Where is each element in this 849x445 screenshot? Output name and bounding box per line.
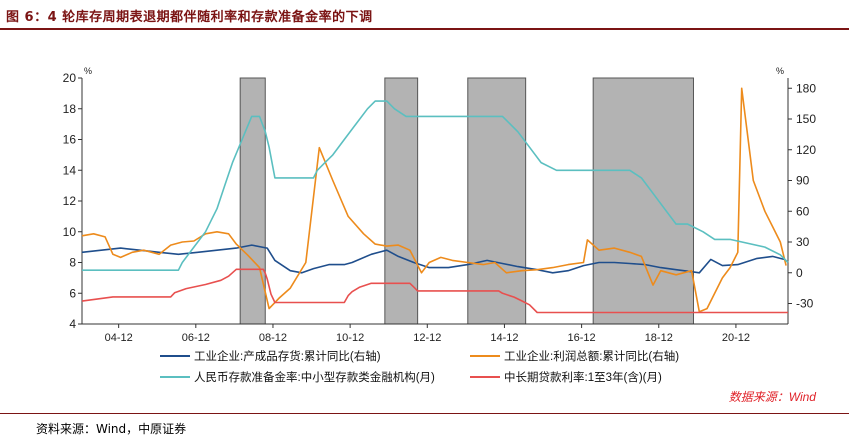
x-tick-label: 14-12 bbox=[490, 332, 518, 344]
left-tick-label: 16 bbox=[63, 133, 77, 147]
legend: 工业企业:产成品存货:累计同比(右轴) 工业企业:利润总额:累计同比(右轴) 人民币… bbox=[160, 349, 679, 384]
x-tick-label: 16-12 bbox=[568, 332, 596, 344]
right-axis-unit: % bbox=[776, 66, 784, 76]
legend-label: 人民币存款准备金率:中小型存款类金融机构(月) bbox=[194, 370, 435, 384]
footer-rule bbox=[0, 413, 849, 414]
legend-label: 中长期贷款利率:1至3年(含)(月) bbox=[504, 370, 662, 384]
left-tick-label: 18 bbox=[63, 102, 77, 116]
shaded-period-1 bbox=[239, 77, 266, 325]
source-watermark: 数据来源：Wind bbox=[729, 390, 817, 404]
figure-title: 图 6：4 轮库存周期表退期都伴随利率和存款准备金率的下调 bbox=[6, 10, 373, 25]
series-line-3 bbox=[82, 100, 789, 272]
left-tick-label: 12 bbox=[63, 194, 77, 208]
shaded-period-4 bbox=[592, 77, 694, 325]
series-line-2 bbox=[81, 87, 787, 313]
right-tick-label: 150 bbox=[796, 112, 816, 126]
left-tick-label: 6 bbox=[69, 286, 76, 300]
left-tick-label: 8 bbox=[69, 256, 76, 270]
right-tick-label: 120 bbox=[796, 143, 816, 157]
left-tick-label: 4 bbox=[69, 317, 76, 331]
x-tick-label: 20-12 bbox=[722, 332, 750, 344]
x-tick-label: 08-12 bbox=[259, 332, 287, 344]
axes: 4 6 8 10 12 14 16 18 20 % -30 0 30 60 90 120 150 180% 04-1… bbox=[63, 66, 817, 344]
legend-label: 工业企业:利润总额:累计同比(右轴) bbox=[504, 349, 679, 363]
x-tick-label: 06-12 bbox=[182, 332, 210, 344]
source-note: 资料来源：Wind，中原证券 bbox=[36, 422, 187, 436]
legend-label: 工业企业:产成品存货:累计同比(右轴) bbox=[194, 349, 381, 363]
right-tick-label: 0 bbox=[796, 266, 803, 280]
series-line-1 bbox=[81, 244, 785, 274]
series-lines bbox=[81, 87, 789, 314]
title-rule bbox=[0, 28, 849, 30]
right-tick-label: 60 bbox=[796, 204, 810, 218]
shaded-period-3 bbox=[467, 77, 527, 325]
series-line-4 bbox=[81, 268, 788, 314]
left-axis-unit: % bbox=[84, 66, 92, 76]
left-tick-label: 14 bbox=[63, 163, 77, 177]
x-tick-label: 12-12 bbox=[413, 332, 441, 344]
shaded-periods bbox=[239, 77, 694, 325]
right-tick-label: 180 bbox=[796, 81, 816, 95]
x-tick-label: 04-12 bbox=[105, 332, 133, 344]
left-tick-label: 20 bbox=[63, 71, 77, 85]
x-tick-label: 18-12 bbox=[645, 332, 673, 344]
x-tick-label: 10-12 bbox=[336, 332, 364, 344]
right-tick-label: 90 bbox=[796, 174, 810, 188]
right-tick-label: 30 bbox=[796, 235, 810, 249]
right-tick-label: -30 bbox=[796, 297, 814, 311]
left-tick-label: 10 bbox=[63, 225, 77, 239]
